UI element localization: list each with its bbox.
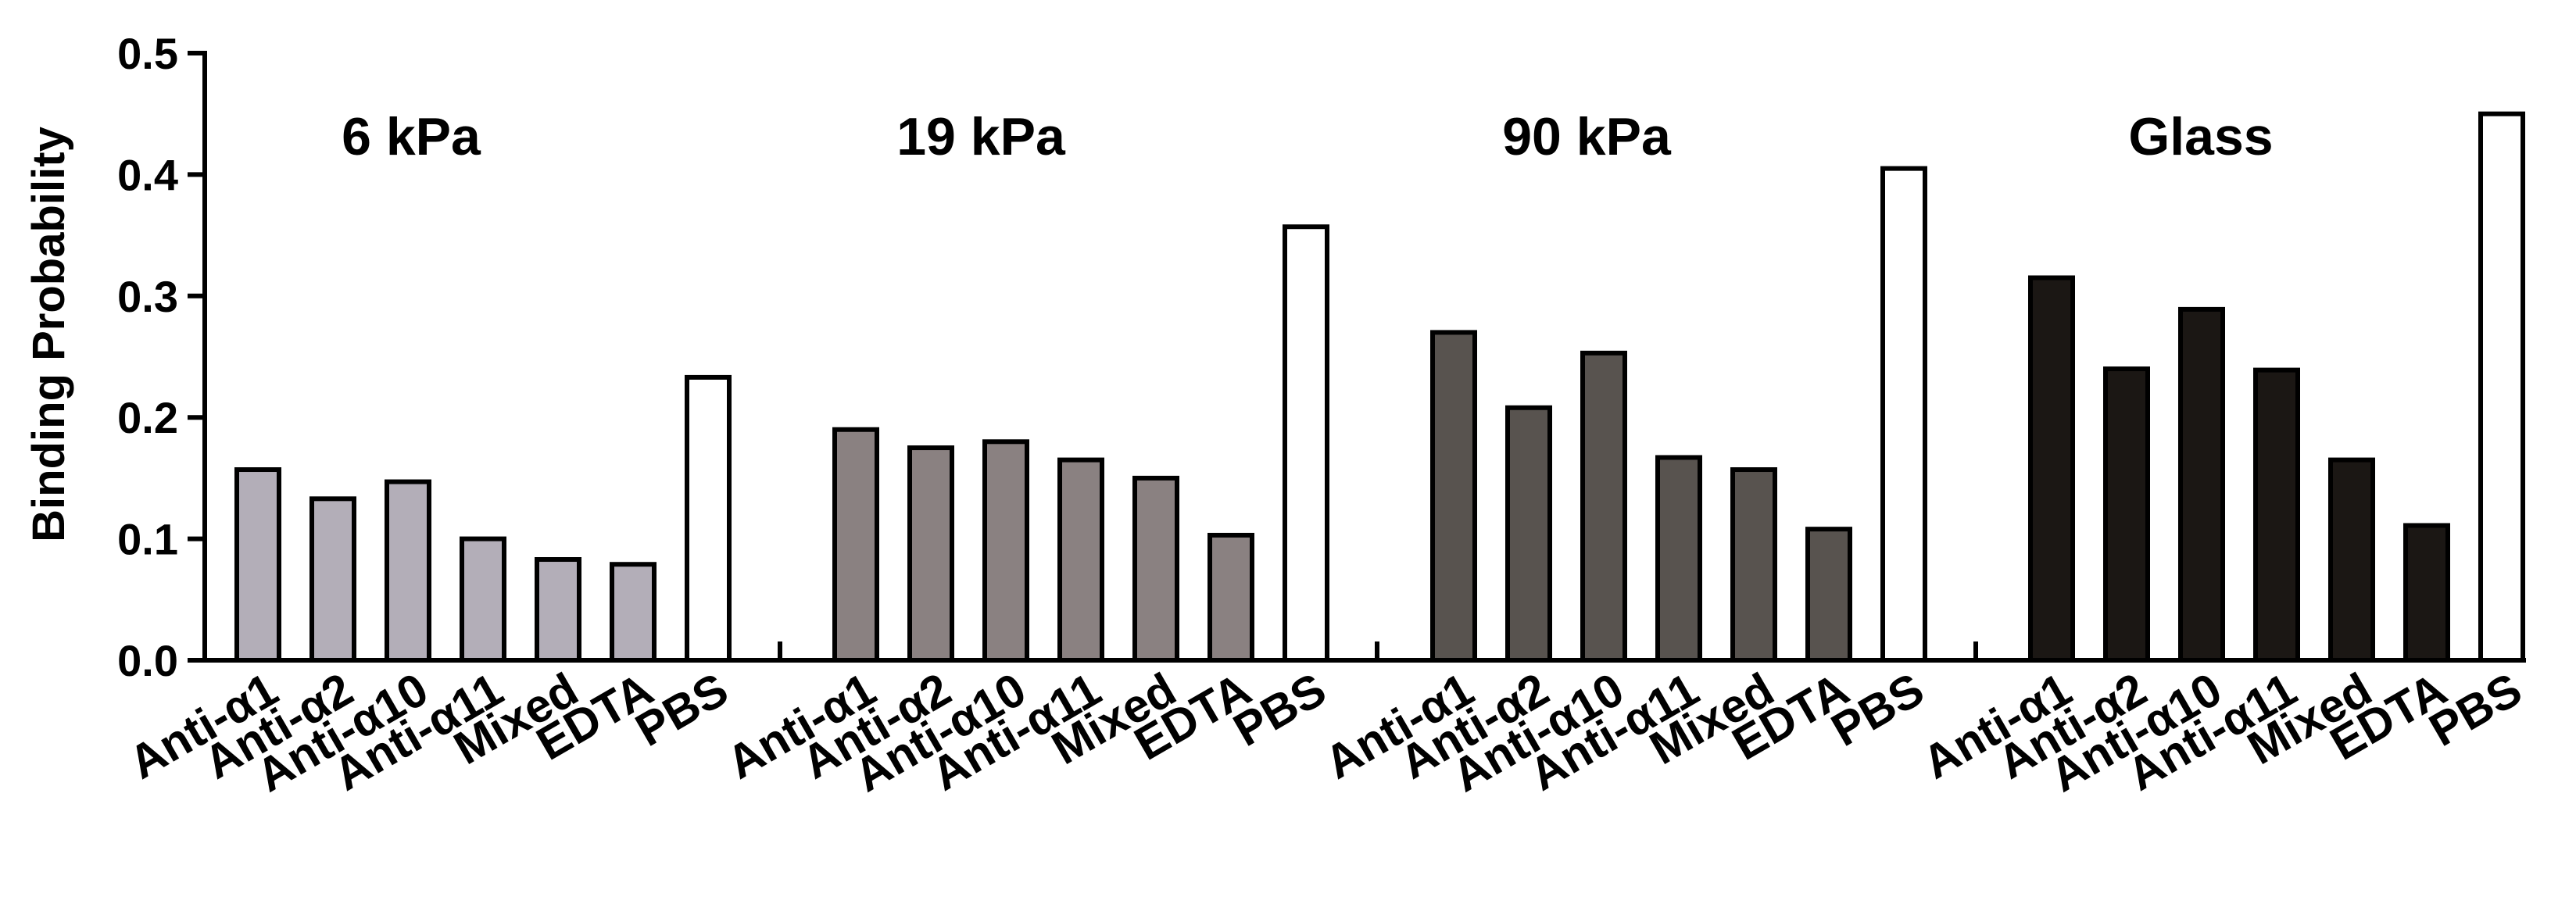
group-title: 90 kPa <box>1502 107 1672 166</box>
bar <box>535 557 581 663</box>
bar <box>2103 366 2150 663</box>
bar <box>907 445 954 663</box>
bar <box>1655 455 1702 663</box>
bar <box>2403 523 2450 663</box>
bar <box>460 536 506 663</box>
y-tick-label: 0.4 <box>117 150 178 199</box>
bar <box>1208 532 1254 663</box>
group-title: 19 kPa <box>896 107 1066 166</box>
bar <box>1505 405 1552 663</box>
bar <box>234 467 281 663</box>
y-tick-label: 0.1 <box>117 515 178 564</box>
y-tick-label: 0.5 <box>117 29 178 78</box>
y-axis-label: Binding Probability <box>23 127 74 542</box>
group-title: Glass <box>2128 107 2273 166</box>
bar <box>1057 457 1104 663</box>
bar <box>1430 330 1477 663</box>
bar <box>2178 306 2225 663</box>
bar <box>1805 527 1852 663</box>
bar <box>1580 350 1627 663</box>
bar <box>1283 224 1329 663</box>
bar <box>685 374 732 663</box>
bar <box>309 496 356 663</box>
y-tick-label: 0.3 <box>117 272 178 321</box>
bar <box>610 562 657 663</box>
bar <box>982 439 1029 663</box>
bar <box>2478 111 2525 663</box>
bar <box>1132 475 1179 663</box>
bar <box>2328 457 2375 663</box>
bar <box>1880 166 1927 663</box>
group-title: 6 kPa <box>342 107 481 166</box>
bar <box>832 427 879 663</box>
y-tick-label: 0.0 <box>117 636 178 685</box>
bars <box>234 111 2525 663</box>
bar <box>385 479 431 663</box>
y-tick-label: 0.2 <box>117 393 178 442</box>
bar <box>2028 275 2075 663</box>
bar <box>2253 367 2300 663</box>
bar <box>1730 467 1777 663</box>
